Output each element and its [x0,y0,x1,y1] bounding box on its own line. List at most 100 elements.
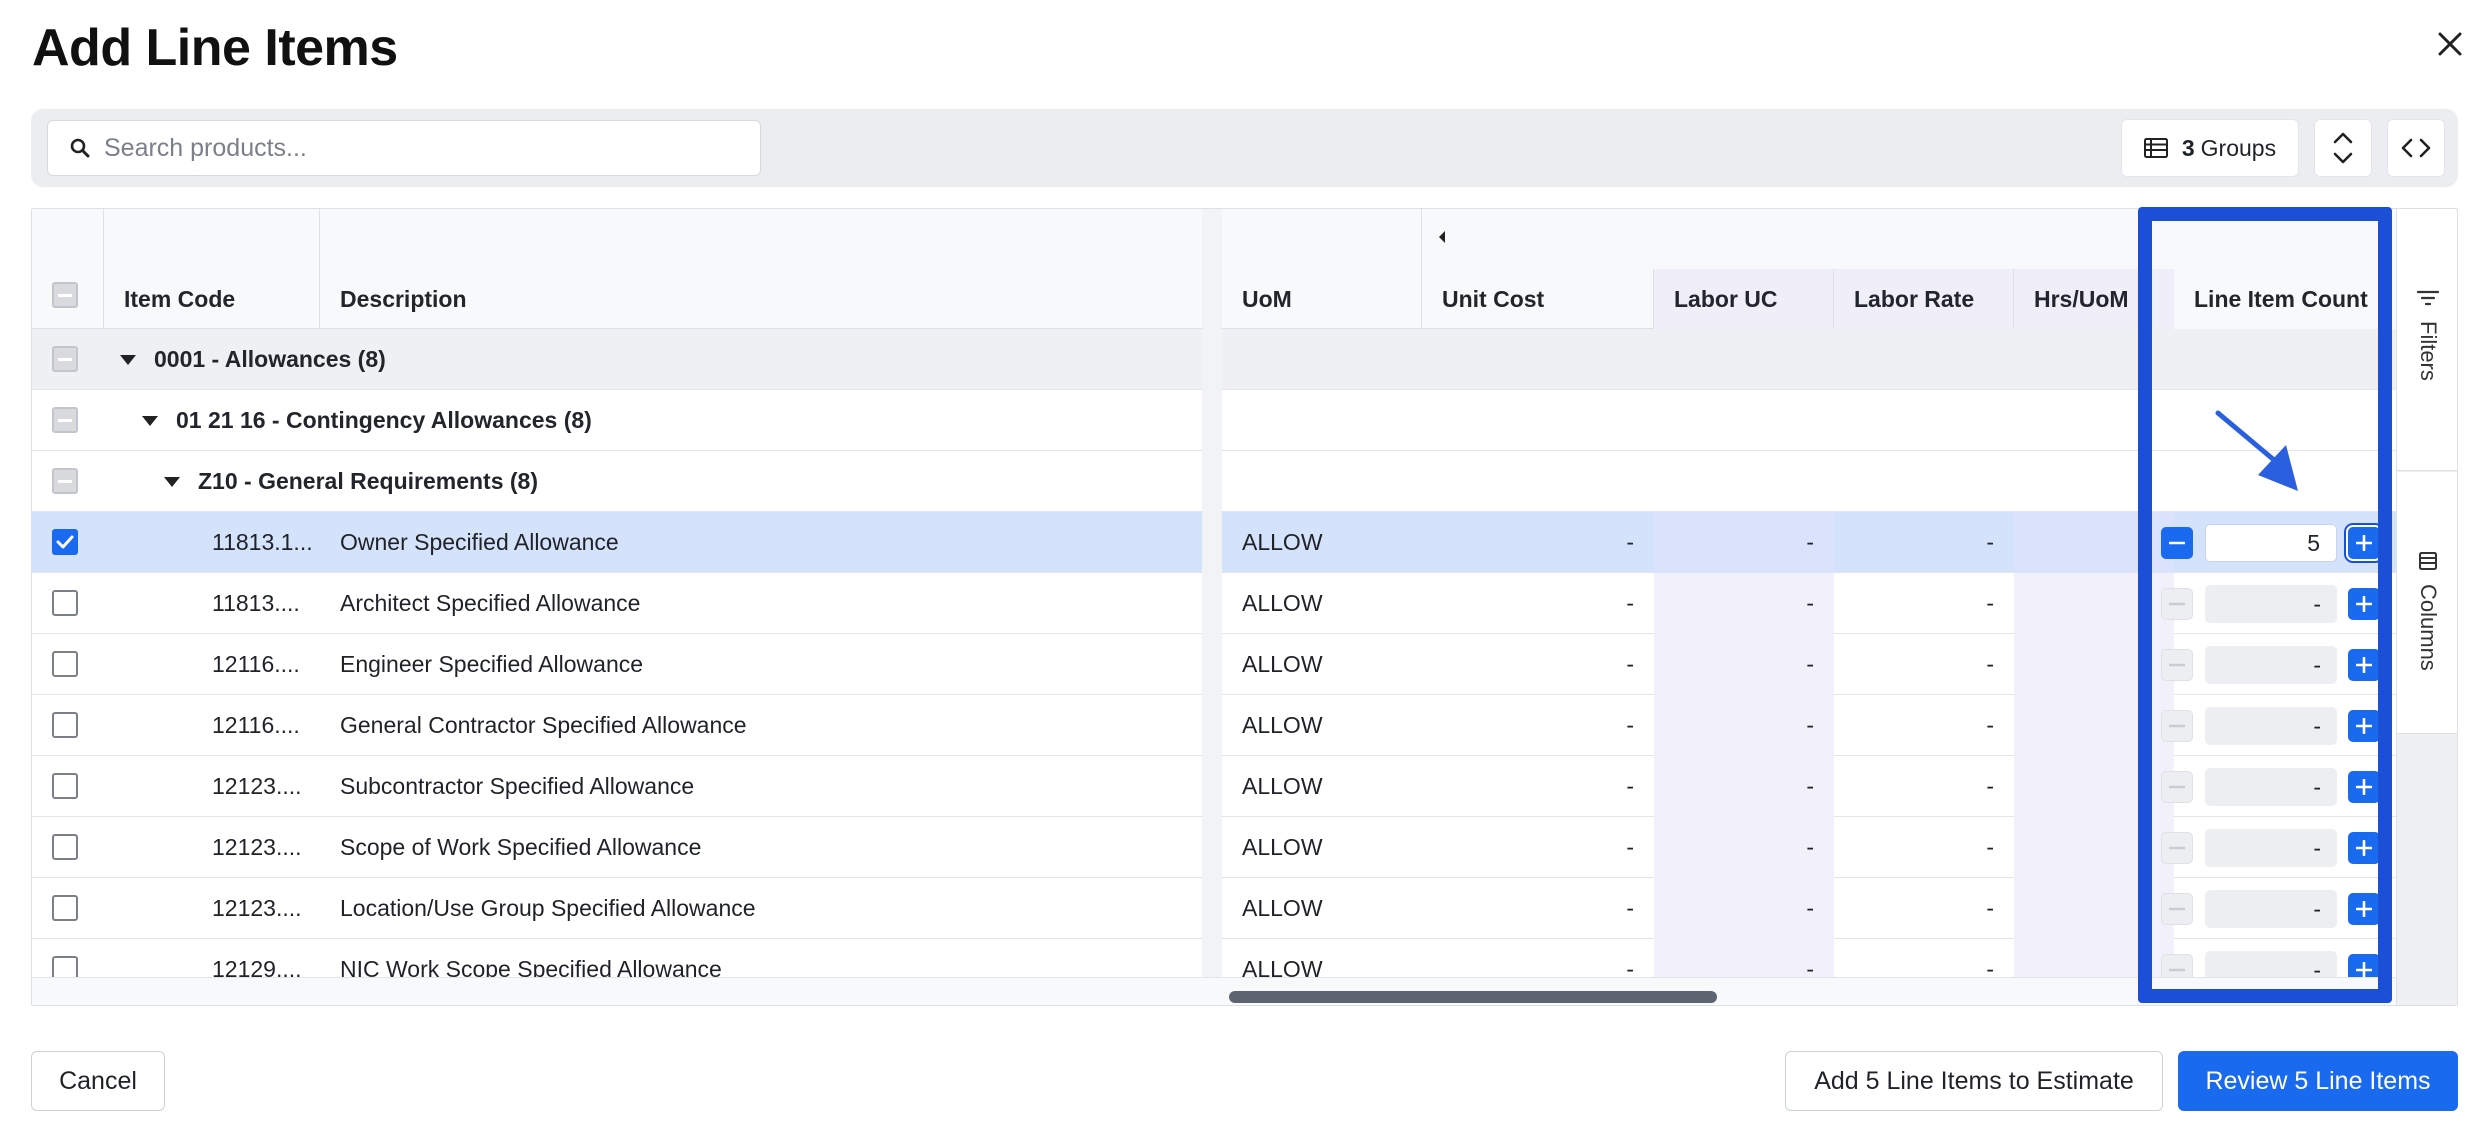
columns-tab[interactable]: Columns [2397,472,2457,734]
filter-icon [2417,290,2439,306]
group-checkbox[interactable] [52,468,78,494]
plus-icon [2356,596,2372,612]
search-input[interactable] [102,132,722,164]
header-hrs-uom[interactable]: Hrs/UoM [2034,285,2129,312]
item-code-cell: 12123.... [212,773,302,799]
table-icon [2143,138,2168,158]
scroll-left-caret-icon[interactable] [1437,229,1447,250]
plus-icon [2356,535,2372,551]
uom-cell: ALLOW [1242,834,1323,860]
checkmark-icon [56,535,74,549]
plus-icon [2356,657,2372,673]
line-item-count-input[interactable]: - [2205,585,2337,623]
decrement-button[interactable] [2161,649,2193,681]
decrement-button[interactable] [2161,893,2193,925]
line-item-count-input[interactable]: - [2205,646,2337,684]
review-line-items-button[interactable]: Review 5 Line Items [2178,1051,2458,1111]
header-description[interactable]: Description [340,285,467,312]
columns-label: Columns [2416,584,2441,671]
line-item-count-input[interactable]: - [2205,768,2337,806]
plus-icon [2356,779,2372,795]
dialog-title: Add Line Items [32,19,398,77]
decrement-button[interactable] [2161,771,2193,803]
caret-down-icon[interactable] [120,354,136,365]
labor-rate-cell: - [1986,834,1994,860]
table-row[interactable]: 12116.... Engineer Specified Allowance A… [32,634,2397,695]
item-code-cell: 11813.1... [212,529,313,555]
minus-icon [2169,785,2185,789]
header-labor-uc[interactable]: Labor UC [1674,285,1778,312]
header-unit-cost[interactable]: Unit Cost [1442,285,1545,312]
groups-button[interactable]: 3 Groups [2121,119,2299,177]
row-checkbox[interactable] [52,834,78,860]
increment-button[interactable] [2348,893,2380,925]
row-checkbox[interactable] [52,773,78,799]
header-item-code[interactable]: Item Code [124,285,236,312]
unit-cost-cell: - [1626,651,1634,677]
hrs-uom-cell [2014,573,2174,634]
line-item-count-input[interactable]: - [2205,707,2337,745]
increment-button[interactable] [2348,649,2380,681]
decrement-button[interactable] [2161,710,2193,742]
minus-icon [2169,846,2185,850]
minus-icon [2169,602,2185,606]
minus-icon [2169,724,2185,728]
row-checkbox[interactable] [52,895,78,921]
filters-label: Filters [2416,321,2441,381]
labor-rate-cell: - [1986,590,1994,616]
uom-cell: ALLOW [1242,895,1323,921]
hrs-uom-cell [2014,817,2174,878]
caret-down-icon[interactable] [164,476,180,487]
increment-button[interactable] [2348,527,2380,559]
expand-collapse-button[interactable] [2314,119,2372,177]
add-line-items-button[interactable]: Add 5 Line Items to Estimate [1785,1051,2163,1111]
decrement-button[interactable] [2161,588,2193,620]
groups-count: 3 [2181,134,2195,161]
labor-uc-cell: - [1654,878,1834,939]
item-code-cell: 11813.... [212,590,300,616]
group-checkbox[interactable] [52,407,78,433]
unit-cost-cell: - [1626,956,1634,982]
header-uom[interactable]: UoM [1242,285,1292,312]
row-checkbox[interactable] [52,529,78,555]
line-item-count-input[interactable]: - [2205,890,2337,928]
line-items-grid: Item Code Description UoM Unit Cost Labo… [31,208,2458,1006]
description-cell: Subcontractor Specified Allowance [340,773,695,799]
increment-button[interactable] [2348,588,2380,620]
line-item-count-input[interactable]: - [2205,829,2337,867]
caret-down-icon[interactable] [142,415,158,426]
line-item-count-input[interactable]: 5 [2205,524,2337,562]
plus-icon [2356,962,2372,978]
labor-rate-cell: - [1986,651,1994,677]
group-label: Z10 - General Requirements (8) [198,468,538,494]
grid-toolbar: 3 Groups [31,109,2458,187]
hrs-uom-cell [2014,634,2174,695]
cancel-button[interactable]: Cancel [31,1051,165,1111]
uom-cell: ALLOW [1242,529,1323,555]
row-checkbox[interactable] [52,651,78,677]
unit-cost-cell: - [1626,834,1634,860]
header-labor-rate[interactable]: Labor Rate [1854,285,1975,312]
select-all-checkbox[interactable] [52,282,78,308]
unit-cost-cell: - [1626,895,1634,921]
group-checkbox[interactable] [52,346,78,372]
row-checkbox[interactable] [52,712,78,738]
close-button[interactable] [2430,24,2470,64]
decrement-button[interactable] [2161,527,2193,559]
filters-tab[interactable]: Filters [2397,209,2457,471]
minus-icon [2169,968,2185,972]
description-cell: Engineer Specified Allowance [340,651,644,677]
horizontal-scrollbar-track[interactable] [32,977,2397,1005]
row-checkbox[interactable] [52,590,78,616]
increment-button[interactable] [2348,832,2380,864]
increment-button[interactable] [2348,710,2380,742]
increment-button[interactable] [2348,771,2380,803]
labor-uc-cell: - [1654,817,1834,878]
labor-uc-cell: - [1654,695,1834,756]
code-view-button[interactable] [2387,119,2445,177]
labor-rate-cell: - [1986,773,1994,799]
horizontal-scrollbar-thumb[interactable] [1229,991,1717,1003]
header-line-item-count[interactable]: Line Item Count [2174,269,2396,329]
decrement-button[interactable] [2161,832,2193,864]
pinned-column-separator [1202,209,1222,979]
